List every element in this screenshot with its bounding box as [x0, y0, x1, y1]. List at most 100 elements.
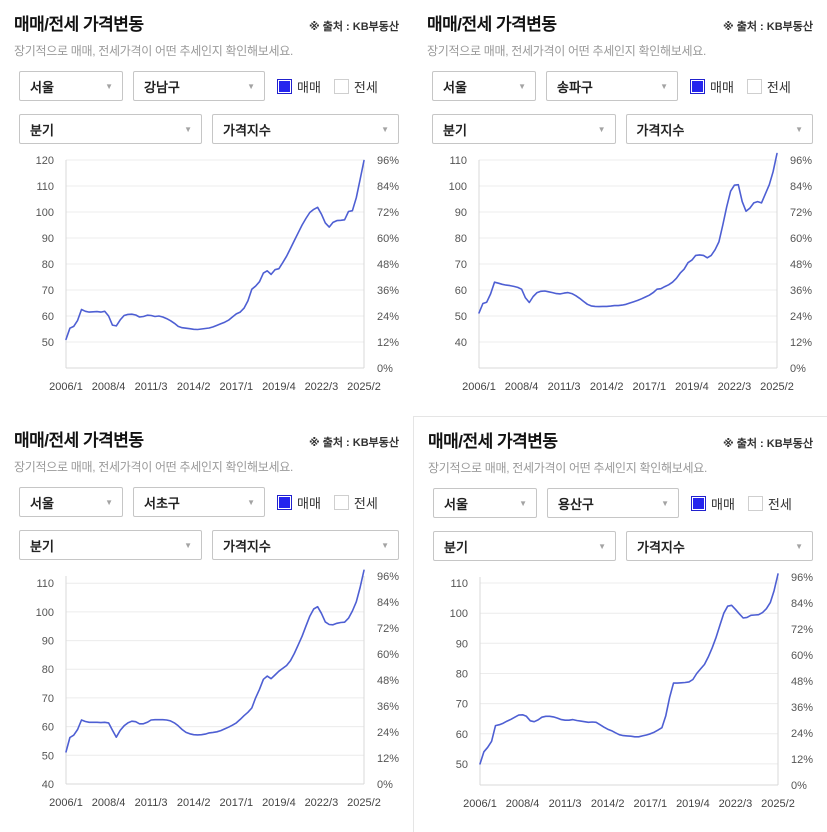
jeonse-label: 전세 — [766, 79, 791, 95]
svg-text:2017/1: 2017/1 — [632, 381, 666, 393]
jeonse-label: 전세 — [767, 496, 792, 512]
svg-text:96%: 96% — [377, 155, 399, 167]
svg-text:36%: 36% — [790, 285, 812, 297]
svg-text:60: 60 — [456, 729, 468, 741]
series-toggles: 매매 전세 — [690, 77, 791, 96]
chevron-down-icon: ▼ — [105, 497, 113, 507]
svg-text:2014/2: 2014/2 — [177, 797, 211, 809]
svg-text:90: 90 — [42, 233, 54, 245]
chevron-down-icon: ▼ — [184, 124, 193, 134]
jeonse-checkbox[interactable]: 전세 — [746, 77, 791, 96]
period-select-value: 분기 — [30, 538, 54, 554]
svg-text:60%: 60% — [377, 233, 399, 245]
svg-text:80: 80 — [42, 259, 54, 271]
sale-checkbox[interactable]: 매매 — [277, 77, 321, 96]
svg-text:70: 70 — [42, 693, 54, 705]
district-select-value: 용산구 — [558, 496, 594, 512]
sale-label: 매매 — [297, 495, 321, 511]
sale-checkbox[interactable]: 매매 — [691, 494, 735, 513]
sale-checkbox[interactable]: 매매 — [690, 77, 734, 96]
checked-checkbox-icon — [690, 78, 705, 94]
filter-row: 서울 ▼ 용산구 ▼ 매매 전세 — [433, 488, 813, 518]
jeonse-checkbox[interactable]: 전세 — [747, 494, 792, 513]
period-select[interactable]: 분기 ▼ — [19, 530, 203, 560]
city-select[interactable]: 서울 ▼ — [432, 71, 536, 101]
city-select[interactable]: 서울 ▼ — [19, 71, 123, 101]
unchecked-checkbox-icon — [747, 495, 763, 511]
svg-text:100: 100 — [36, 607, 54, 619]
svg-text:2011/3: 2011/3 — [135, 797, 168, 809]
svg-text:96%: 96% — [791, 572, 813, 584]
svg-text:40: 40 — [42, 779, 54, 791]
source-note: ※ 출처 : KB부동산 — [722, 21, 813, 33]
metric-select-value: 가격지수 — [636, 122, 685, 138]
svg-text:50: 50 — [42, 750, 54, 762]
svg-text:2008/4: 2008/4 — [505, 381, 539, 393]
svg-text:60: 60 — [455, 285, 467, 297]
chevron-down-icon: ▼ — [381, 540, 389, 550]
svg-text:100: 100 — [450, 608, 468, 620]
metric-select[interactable]: 가격지수 ▼ — [625, 114, 813, 144]
panel-header: 매매/전세 가격변동 ※ 출처 : KB부동산 — [428, 427, 813, 452]
svg-text:2025/2: 2025/2 — [347, 797, 381, 809]
filter-row: 분기 ▼ 가격지수 ▼ — [432, 114, 813, 144]
filter-row: 분기 ▼ 가격지수 ▼ — [19, 114, 399, 144]
svg-text:2006/1: 2006/1 — [463, 798, 497, 810]
sale-label: 매매 — [711, 496, 735, 512]
svg-text:2025/2: 2025/2 — [347, 381, 381, 393]
svg-text:90: 90 — [456, 638, 468, 650]
svg-text:2022/3: 2022/3 — [718, 381, 752, 393]
panel-songpa: 매매/전세 가격변동 ※ 출처 : KB부동산 장기적으로 매매, 전세가격이 … — [413, 0, 827, 416]
price-index-chart: 110 100 90 80 70 60 50 40 96% 84% 72% 60% 48% 36% 24% 1… — [427, 150, 813, 402]
chevron-down-icon: ▼ — [518, 81, 526, 91]
metric-select[interactable]: 가격지수 ▼ — [626, 531, 813, 561]
svg-text:2006/1: 2006/1 — [49, 381, 83, 393]
svg-text:2017/1: 2017/1 — [219, 381, 253, 393]
metric-select-value: 가격지수 — [223, 538, 271, 554]
period-select[interactable]: 분기 ▼ — [432, 114, 616, 144]
chevron-down-icon: ▼ — [795, 541, 803, 551]
jeonse-checkbox[interactable]: 전세 — [333, 493, 378, 512]
svg-text:60: 60 — [42, 722, 54, 734]
sale-checkbox[interactable]: 매매 — [277, 493, 321, 512]
svg-text:72%: 72% — [377, 207, 399, 219]
svg-text:2025/2: 2025/2 — [760, 381, 794, 393]
svg-text:60%: 60% — [790, 233, 812, 245]
svg-text:2014/2: 2014/2 — [591, 798, 625, 810]
unchecked-checkbox-icon — [333, 78, 349, 94]
svg-text:90: 90 — [455, 207, 467, 219]
district-select[interactable]: 강남구 ▼ — [133, 71, 265, 101]
chevron-down-icon: ▼ — [184, 540, 193, 550]
series-toggles: 매매 전세 — [277, 77, 378, 96]
jeonse-checkbox[interactable]: 전세 — [333, 77, 378, 96]
filter-row: 분기 ▼ 가격지수 ▼ — [433, 531, 813, 561]
sale-label: 매매 — [710, 79, 734, 95]
svg-text:2017/1: 2017/1 — [633, 798, 667, 810]
chevron-down-icon: ▼ — [247, 497, 255, 507]
city-select-value: 서울 — [30, 495, 54, 511]
district-select[interactable]: 송파구 ▼ — [546, 71, 678, 101]
svg-text:80: 80 — [455, 233, 467, 245]
panel-yongsan: 매매/전세 가격변동 ※ 출처 : KB부동산 장기적으로 매매, 전세가격이 … — [413, 416, 827, 832]
svg-text:84%: 84% — [377, 181, 399, 193]
city-select[interactable]: 서울 ▼ — [433, 488, 537, 518]
series-toggles: 매매 전세 — [691, 494, 792, 513]
panel-subtitle: 장기적으로 매매, 전세가격이 어떤 추세인지 확인해보세요. — [428, 461, 708, 475]
svg-text:2008/4: 2008/4 — [506, 798, 540, 810]
page-title: 매매/전세 가격변동 — [14, 15, 144, 34]
district-select[interactable]: 용산구 ▼ — [547, 488, 679, 518]
svg-text:2006/1: 2006/1 — [49, 797, 83, 809]
svg-text:12%: 12% — [791, 754, 813, 766]
city-select[interactable]: 서울 ▼ — [19, 487, 123, 517]
district-select[interactable]: 서초구 ▼ — [133, 487, 265, 517]
period-select[interactable]: 분기 ▼ — [433, 531, 617, 561]
metric-select-value: 가격지수 — [223, 122, 271, 138]
svg-text:0%: 0% — [791, 780, 807, 792]
period-select[interactable]: 분기 ▼ — [19, 114, 203, 144]
metric-select[interactable]: 가격지수 ▼ — [212, 530, 399, 560]
metric-select[interactable]: 가격지수 ▼ — [212, 114, 399, 144]
chevron-down-icon: ▼ — [597, 124, 606, 134]
svg-text:84%: 84% — [791, 598, 813, 610]
svg-text:48%: 48% — [377, 259, 399, 271]
